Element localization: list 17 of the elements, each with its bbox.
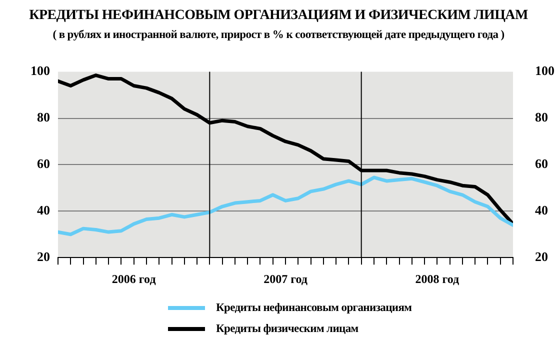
chart-title: КРЕДИТЫ НЕФИНАНСОВЫМ ОРГАНИЗАЦИЯМ И ФИЗИЧЕСКИМ ЛИЦАМ (28, 8, 529, 24)
y2-tick-label: 60 (535, 156, 548, 172)
chart-subtitle: ( в рублях и иностранной валюте, прирост в % к соответствующей дате предыдущего года ) (52, 29, 506, 41)
y-tick-label: 80 (37, 110, 50, 125)
x-tick-label: 2008 год (415, 272, 460, 286)
x-tick-label: 2006 год (112, 272, 156, 286)
y2-tick-label: 40 (535, 202, 548, 218)
y-tick-label: 60 (37, 156, 50, 172)
y2-tick-label: 100 (535, 63, 554, 78)
y-tick-label: 20 (37, 248, 50, 264)
legend-label: Кредиты физическим лицам (216, 322, 358, 334)
y-tick-label: 40 (37, 202, 50, 218)
y2-tick-label: 20 (535, 248, 548, 264)
y2-tick-label: 80 (535, 110, 548, 125)
legend-label: Кредиты нефинансовым организациям (216, 302, 412, 314)
y-tick-label: 100 (30, 63, 50, 78)
x-tick-label: 2007 год (264, 272, 308, 286)
